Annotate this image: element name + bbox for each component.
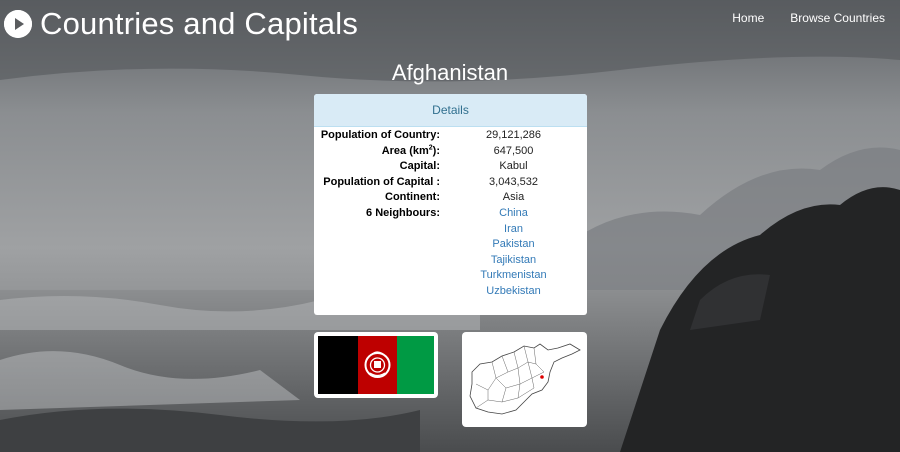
neighbour-link-tajikistan[interactable]: Tajikistan xyxy=(490,253,537,266)
empty-label xyxy=(314,222,440,238)
flag-black-stripe xyxy=(318,336,358,394)
empty-label xyxy=(314,284,440,300)
table-row: Capital: Kabul xyxy=(314,159,587,175)
empty-label xyxy=(314,268,440,284)
population-value: 29,121,286 xyxy=(485,129,542,141)
neighbour-cell: Pakistan xyxy=(440,237,587,253)
table-row: Population of Country: 29,121,286 xyxy=(314,128,587,144)
country-title: Afghanistan xyxy=(391,60,509,85)
area-label-text: Area (km xyxy=(381,144,429,157)
brand-link[interactable]: Countries and Capitals xyxy=(4,6,358,42)
neighbours-label: 6 Neighbours: xyxy=(366,206,440,219)
main-nav: Home Browse Countries xyxy=(732,11,885,25)
area-label: Area (km2): xyxy=(314,144,440,160)
site-title: Countries and Capitals xyxy=(40,6,359,41)
nav-home-link[interactable]: Home xyxy=(732,11,765,25)
population-label: Population of Country: xyxy=(320,129,440,141)
capital-value: Kabul xyxy=(499,160,528,173)
table-row: Pakistan xyxy=(314,237,587,253)
play-circle-icon xyxy=(4,10,32,38)
capital-population-label: Population of Capital : xyxy=(323,175,440,188)
neighbour-link-pakistan[interactable]: Pakistan xyxy=(492,238,535,251)
neighbour-link-turkmenistan[interactable]: Turkmenistan xyxy=(480,269,547,282)
neighbour-cell: China xyxy=(440,206,587,222)
afghanistan-outline-map xyxy=(469,343,581,415)
empty-label xyxy=(314,237,440,253)
flag-thumbnail[interactable] xyxy=(314,332,438,398)
neighbour-cell: Turkmenistan xyxy=(440,268,587,284)
flag-green-stripe xyxy=(397,336,434,394)
table-row: 6 Neighbours: China xyxy=(314,206,587,222)
neighbour-cell: Uzbekistan xyxy=(440,284,587,300)
neighbour-cell: Tajikistan xyxy=(440,253,587,269)
table-row: Area (km2): 647,500 xyxy=(314,144,587,160)
capital-label: Capital: xyxy=(399,160,440,173)
flag-emblem-icon xyxy=(364,351,391,378)
top-navbar: Countries and Capitals Home Browse Count… xyxy=(0,0,900,50)
neighbour-link-china[interactable]: China xyxy=(499,206,528,219)
nav-browse-countries-link[interactable]: Browse Countries xyxy=(790,11,885,25)
continent-label: Continent: xyxy=(385,191,440,204)
table-row: Iran xyxy=(314,222,587,238)
afghanistan-flag-image xyxy=(318,336,434,394)
neighbour-link-iran[interactable]: Iran xyxy=(504,222,523,235)
area-label-suffix: ): xyxy=(432,144,440,157)
details-panel-heading: Details xyxy=(314,94,587,127)
table-row: Continent: Asia xyxy=(314,190,587,206)
empty-label xyxy=(314,253,440,269)
table-row: Turkmenistan xyxy=(314,268,587,284)
area-value: 647,500 xyxy=(493,144,534,157)
area-label-superscript: 2 xyxy=(428,143,433,151)
continent-value: Asia xyxy=(502,191,525,204)
details-table: Population of Country: 29,121,286 Area (… xyxy=(314,128,587,300)
neighbour-cell: Iran xyxy=(440,222,587,238)
flag-red-stripe xyxy=(358,336,397,394)
table-row: Tajikistan xyxy=(314,253,587,269)
table-row: Uzbekistan xyxy=(314,284,587,300)
capital-population-value: 3,043,532 xyxy=(489,175,538,188)
details-panel: Details Population of Country: 29,121,28… xyxy=(314,94,587,315)
map-thumbnail[interactable] xyxy=(462,332,587,427)
neighbour-link-uzbekistan[interactable]: Uzbekistan xyxy=(486,284,541,297)
table-row: Population of Capital : 3,043,532 xyxy=(314,175,587,191)
